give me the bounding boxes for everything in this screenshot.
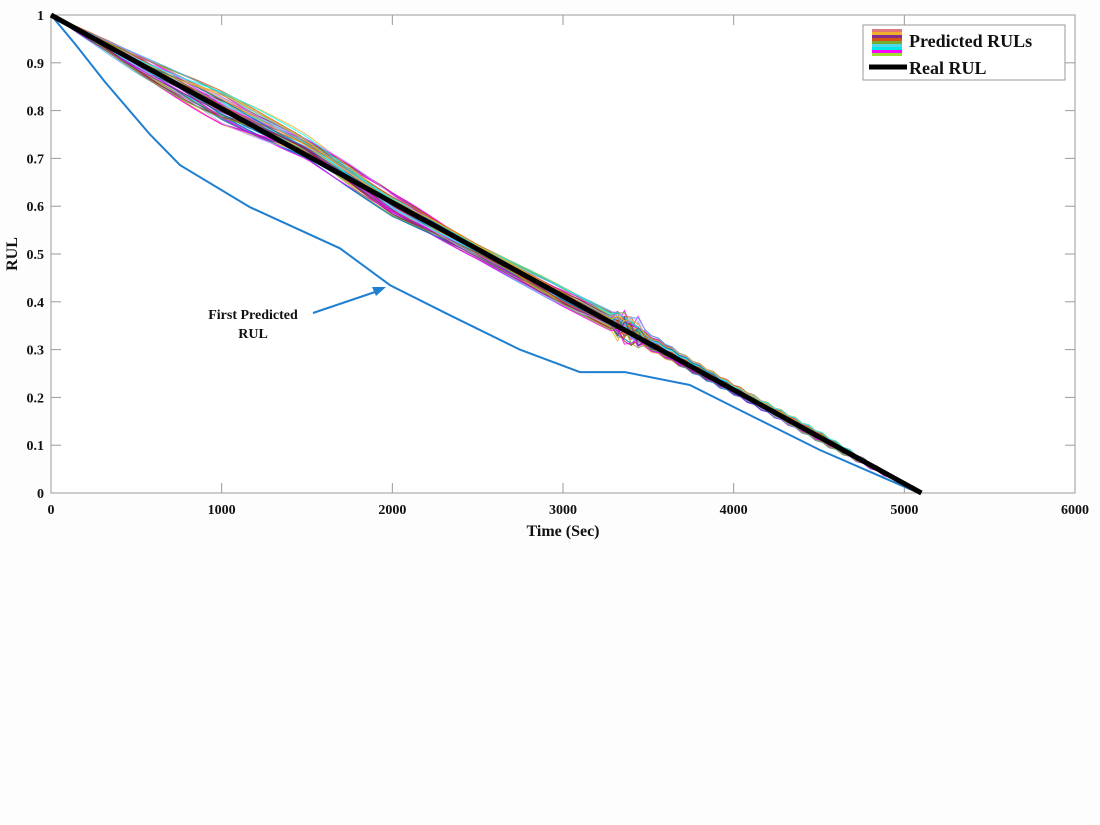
- y-tick-label: 0.1: [27, 439, 45, 454]
- legend-label-predicted: Predicted RULs: [909, 31, 1032, 51]
- multicolor-stripes-icon: [872, 29, 902, 56]
- y-tick-label: 1: [37, 9, 44, 24]
- y-tick-label: 0: [37, 487, 44, 502]
- y-axis-title: RUL: [4, 237, 21, 271]
- plot-area: [50, 14, 1076, 494]
- first-predicted-annotation: First Predicted RUL: [208, 287, 386, 342]
- x-tick-label: 0: [48, 503, 55, 518]
- y-tick-label: 0.8: [27, 105, 45, 120]
- annotation-arrow-shaft: [312, 290, 379, 314]
- annotation-text-line2: RUL: [238, 327, 268, 342]
- x-tick-labels: 0 1000 2000 3000 4000 5000 6000: [48, 503, 1090, 518]
- y-tick-label: 0.5: [27, 248, 45, 263]
- x-tick-label: 4000: [720, 503, 748, 518]
- x-tick-label: 3000: [549, 503, 577, 518]
- arrow-head-icon: [372, 287, 386, 296]
- y-tick-label: 0.9: [27, 57, 45, 72]
- legend-label-real: Real RUL: [909, 58, 987, 78]
- y-tick-label: 0.7: [27, 152, 45, 167]
- x-tick-label: 2000: [378, 503, 406, 518]
- y-tick-label: 0.2: [27, 391, 45, 406]
- axis-ticks: [50, 14, 1076, 494]
- real-rul-line: [49, 12, 923, 496]
- y-tick-labels: 0 0.1 0.2 0.3 0.4 0.5 0.6 0.7 0.8 0.9 1: [27, 9, 45, 502]
- legend: Predicted RULs Real RUL: [862, 24, 1066, 81]
- annotation-text-line1: First Predicted: [208, 308, 298, 323]
- y-tick-label: 0.6: [27, 200, 45, 215]
- x-tick-label: 1000: [208, 503, 236, 518]
- y-tick-label: 0.4: [27, 296, 45, 311]
- x-tick-label: 5000: [890, 503, 918, 518]
- x-tick-label: 6000: [1061, 503, 1089, 518]
- y-tick-label: 0.3: [27, 344, 45, 359]
- x-axis-title: Time (Sec): [526, 523, 599, 540]
- first-predicted-rul-line: [50, 14, 920, 494]
